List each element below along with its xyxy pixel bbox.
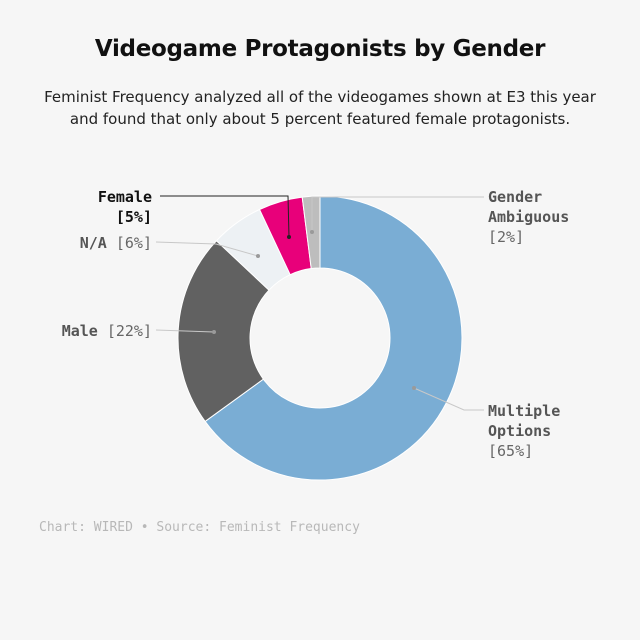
label-pct-female: [5%] <box>116 208 152 226</box>
label-ambiguous: Gender Ambiguous [2%] <box>488 188 569 246</box>
leader-line-ambiguous <box>311 196 484 232</box>
label-name-multiple-0: Multiple <box>488 402 560 420</box>
label-pct-multiple: [65%] <box>488 442 533 460</box>
label-name-ambiguous-0: Gender <box>488 188 542 206</box>
leader-dot-female <box>287 235 291 239</box>
label-pct-na: [6%] <box>116 234 152 252</box>
leader-dot-ambiguous <box>310 230 314 234</box>
leader-dot-multiple <box>412 386 416 390</box>
leader-dot-male <box>212 330 216 334</box>
label-male: Male [22%] <box>62 322 152 340</box>
label-name-male: Male <box>62 322 107 340</box>
subtitle-line-2: and found that only about 5 percent feat… <box>69 110 571 128</box>
label-name-female-0: Female <box>98 188 152 206</box>
leader-line-na <box>155 241 259 257</box>
leader-dot-na <box>256 254 260 258</box>
label-female: Female [5%] <box>98 188 152 226</box>
label-name-na: N/A <box>80 234 116 252</box>
label-na: N/A [6%] <box>80 234 152 252</box>
label-pct-ambiguous: [2%] <box>488 228 524 246</box>
slice-multiple <box>204 195 463 481</box>
leader-line-female <box>160 195 290 238</box>
slice-male <box>177 240 270 423</box>
leader-line-male <box>155 329 215 333</box>
label-name-ambiguous-1: Ambiguous <box>488 208 569 226</box>
subtitle-line-1: Feminist Frequency analyzed all of the v… <box>44 88 596 106</box>
chart-subtitle: Feminist Frequency analyzed all of the v… <box>20 86 620 130</box>
leader-line-multiple <box>413 387 484 411</box>
chart-source: Chart: WIRED • Source: Feminist Frequenc… <box>39 520 360 535</box>
label-name-multiple-1: Options <box>488 422 551 440</box>
label-pct-male: [22%] <box>107 322 152 340</box>
label-multiple: Multiple Options [65%] <box>488 402 560 460</box>
chart-title: Videogame Protagonists by Gender <box>94 36 546 62</box>
